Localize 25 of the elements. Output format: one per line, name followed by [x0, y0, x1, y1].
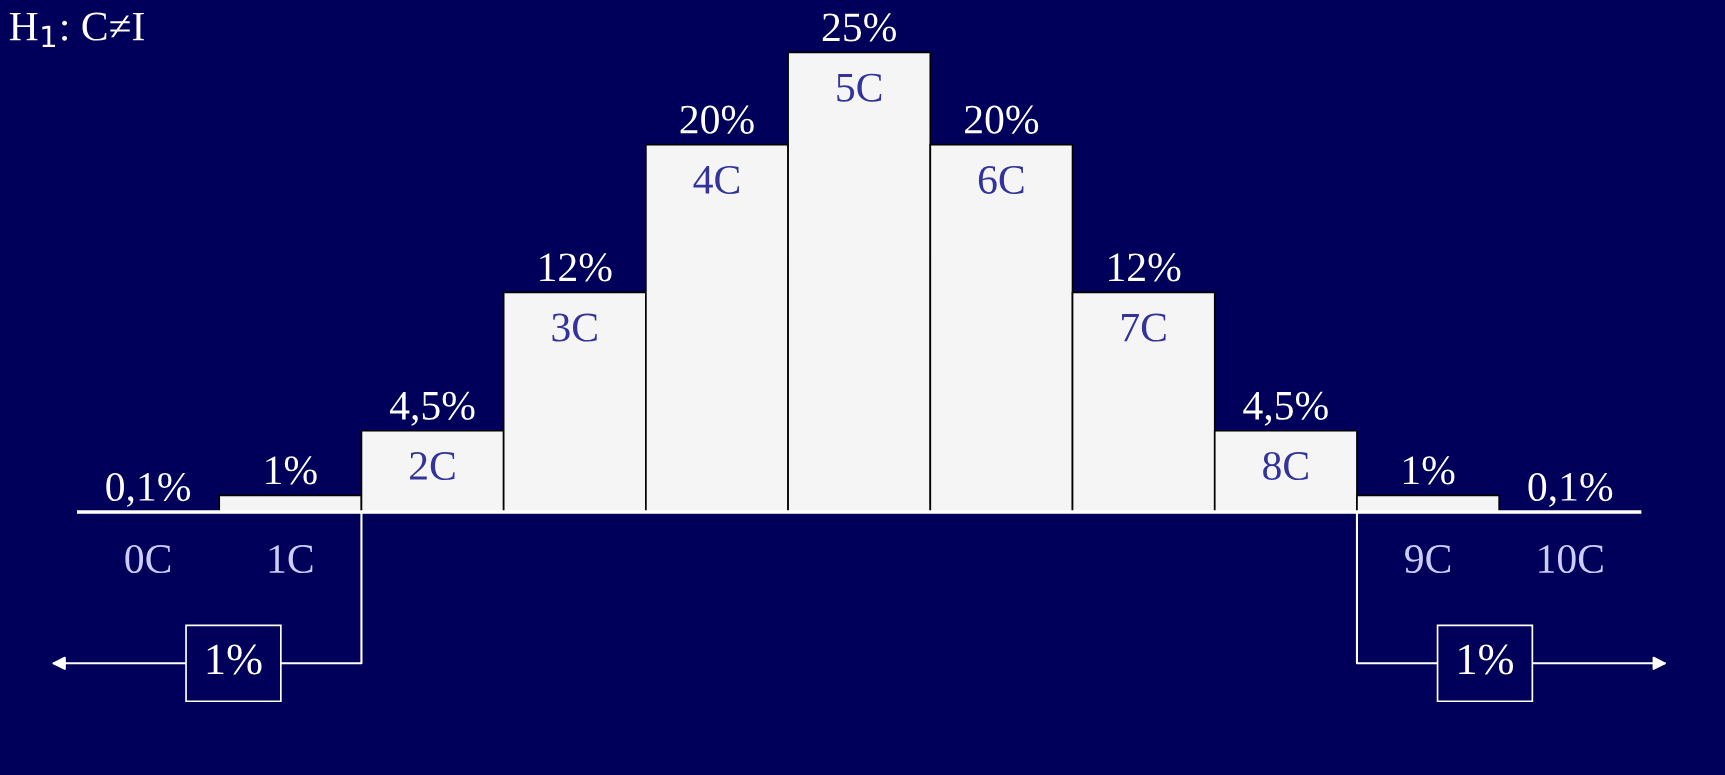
- data-label: 1%: [266, 456, 317, 485]
- data-label: 4,5%: [389, 391, 475, 426]
- x-tick-label: 7C: [1122, 313, 1166, 342]
- data-label: 20%: [680, 105, 754, 134]
- x-tick-label: 9C: [1405, 545, 1451, 574]
- x-tick-label: 1C: [269, 545, 313, 574]
- x-tick-label: 6C: [978, 165, 1024, 194]
- chart-title: H$_{1}$: C≠I: [9, 12, 144, 48]
- data-label: 1%: [1403, 456, 1455, 485]
- x-tick-label: 8C: [1263, 451, 1308, 481]
- text: 1%: [207, 644, 262, 675]
- x-tick-label: 3C: [552, 313, 597, 342]
- x-tick-label: 0C: [125, 544, 171, 574]
- data-label: 25%: [822, 13, 896, 42]
- x-tick-label: 2C: [410, 452, 455, 481]
- data-label: 0,1%: [1528, 472, 1613, 508]
- x-tick-label: 10C: [1539, 544, 1603, 574]
- text: 1%: [1459, 644, 1514, 675]
- x-tick-label: 5C: [837, 73, 882, 102]
- data-label: 12%: [1109, 253, 1181, 282]
- data-label: 20%: [965, 105, 1039, 134]
- data-label: 12%: [540, 253, 612, 282]
- x-tick-label: 4C: [693, 165, 739, 194]
- data-label: 0,1%: [106, 472, 191, 508]
- data-label: 4,5%: [1243, 391, 1328, 426]
